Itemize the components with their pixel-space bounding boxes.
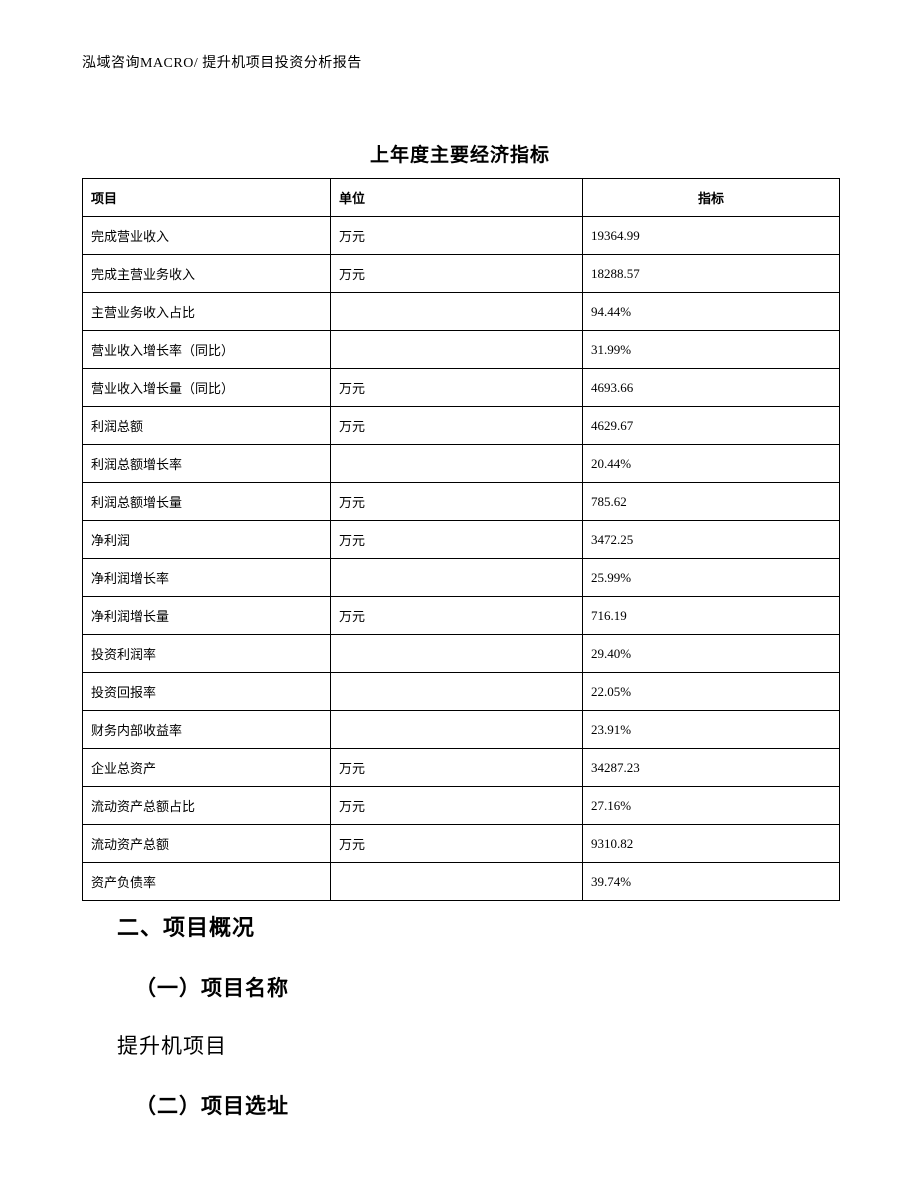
table-row: 净利润 万元 3472.25 [83,521,840,559]
cell-value: 23.91% [583,711,840,749]
cell-unit [331,559,583,597]
cell-item: 营业收入增长量（同比） [83,369,331,407]
cell-value: 29.40% [583,635,840,673]
table-row: 净利润增长量 万元 716.19 [83,597,840,635]
cell-unit: 万元 [331,825,583,863]
cell-item: 主营业务收入占比 [83,293,331,331]
cell-item: 净利润增长率 [83,559,331,597]
cell-value: 34287.23 [583,749,840,787]
table-row: 营业收入增长率（同比） 31.99% [83,331,840,369]
cell-item: 投资利润率 [83,635,331,673]
cell-value: 22.05% [583,673,840,711]
table-row: 主营业务收入占比 94.44% [83,293,840,331]
table-body: 完成营业收入 万元 19364.99 完成主营业务收入 万元 18288.57 … [83,217,840,901]
table-header-row: 项目 单位 指标 [83,179,840,217]
cell-unit: 万元 [331,597,583,635]
cell-unit [331,331,583,369]
cell-item: 财务内部收益率 [83,711,331,749]
cell-unit: 万元 [331,255,583,293]
cell-unit [331,673,583,711]
cell-item: 流动资产总额 [83,825,331,863]
cell-value: 31.99% [583,331,840,369]
cell-unit [331,635,583,673]
cell-item: 企业总资产 [83,749,331,787]
cell-unit: 万元 [331,749,583,787]
cell-value: 716.19 [583,597,840,635]
cell-value: 27.16% [583,787,840,825]
cell-unit: 万元 [331,787,583,825]
cell-value: 20.44% [583,445,840,483]
cell-value: 3472.25 [583,521,840,559]
cell-unit: 万元 [331,521,583,559]
table-row: 完成主营业务收入 万元 18288.57 [83,255,840,293]
table-row: 流动资产总额 万元 9310.82 [83,825,840,863]
cell-value: 18288.57 [583,255,840,293]
table-row: 利润总额增长量 万元 785.62 [83,483,840,521]
col-header-unit: 单位 [331,179,583,217]
table-row: 投资利润率 29.40% [83,635,840,673]
col-header-item: 项目 [83,179,331,217]
table-title: 上年度主要经济指标 [0,140,920,167]
cell-value: 39.74% [583,863,840,901]
cell-value: 9310.82 [583,825,840,863]
cell-item: 利润总额增长量 [83,483,331,521]
table-row: 投资回报率 22.05% [83,673,840,711]
cell-value: 4693.66 [583,369,840,407]
body-content: 二、项目概况 （一）项目名称 提升机项目 （二）项目选址 [117,910,817,1148]
cell-item: 投资回报率 [83,673,331,711]
cell-item: 完成主营业务收入 [83,255,331,293]
table-row: 财务内部收益率 23.91% [83,711,840,749]
cell-unit: 万元 [331,407,583,445]
cell-item: 利润总额增长率 [83,445,331,483]
cell-item: 净利润增长量 [83,597,331,635]
body-text-project-name: 提升机项目 [117,1030,817,1060]
table-row: 流动资产总额占比 万元 27.16% [83,787,840,825]
cell-unit [331,445,583,483]
cell-value: 785.62 [583,483,840,521]
cell-value: 19364.99 [583,217,840,255]
cell-item: 流动资产总额占比 [83,787,331,825]
section-heading: 二、项目概况 [117,910,817,942]
table-row: 利润总额 万元 4629.67 [83,407,840,445]
cell-item: 营业收入增长率（同比） [83,331,331,369]
col-header-indicator: 指标 [583,179,840,217]
cell-item: 利润总额 [83,407,331,445]
table-row: 资产负债率 39.74% [83,863,840,901]
economic-indicators-table: 项目 单位 指标 完成营业收入 万元 19364.99 完成主营业务收入 万元 … [82,178,840,901]
cell-value: 94.44% [583,293,840,331]
table-row: 企业总资产 万元 34287.23 [83,749,840,787]
cell-unit [331,863,583,901]
table-row: 营业收入增长量（同比） 万元 4693.66 [83,369,840,407]
cell-value: 4629.67 [583,407,840,445]
cell-item: 资产负债率 [83,863,331,901]
cell-value: 25.99% [583,559,840,597]
cell-item: 净利润 [83,521,331,559]
cell-unit [331,711,583,749]
table-row: 完成营业收入 万元 19364.99 [83,217,840,255]
cell-unit: 万元 [331,483,583,521]
subsection-heading-2: （二）项目选址 [135,1090,817,1120]
cell-unit: 万元 [331,369,583,407]
table-row: 利润总额增长率 20.44% [83,445,840,483]
page-header: 泓域咨询MACRO/ 提升机项目投资分析报告 [82,52,362,72]
subsection-heading-1: （一）项目名称 [135,972,817,1002]
table-row: 净利润增长率 25.99% [83,559,840,597]
cell-unit [331,293,583,331]
cell-item: 完成营业收入 [83,217,331,255]
cell-unit: 万元 [331,217,583,255]
